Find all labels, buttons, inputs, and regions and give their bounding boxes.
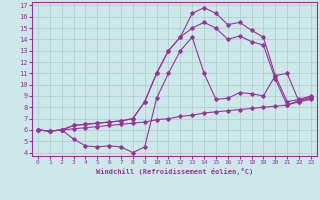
X-axis label: Windchill (Refroidissement éolien,°C): Windchill (Refroidissement éolien,°C) [96, 168, 253, 175]
